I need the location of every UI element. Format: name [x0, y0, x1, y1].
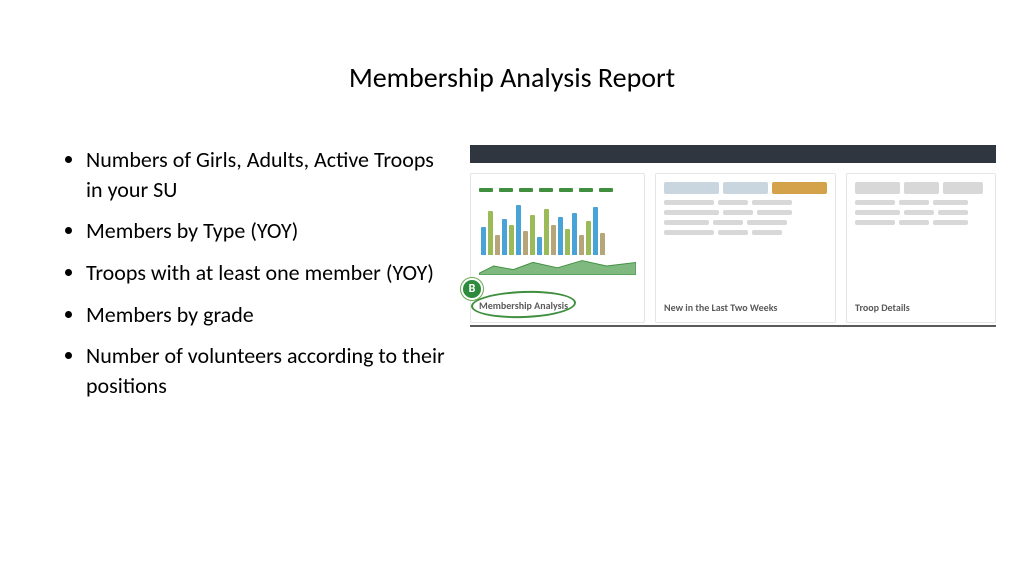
bar: [565, 229, 570, 255]
bar: [481, 227, 486, 255]
dashboard-cards-row: B Membership Anal: [470, 173, 996, 323]
placeholder-cell: [713, 220, 743, 225]
placeholder-cell: [723, 210, 753, 215]
slide-title: Membership Analysis Report: [60, 60, 964, 95]
bar: [537, 237, 542, 255]
card-b-body: [664, 182, 827, 240]
bar: [551, 225, 556, 255]
bullet-item: Number of volunteers according to their …: [86, 341, 450, 400]
legend-dash: [559, 188, 573, 192]
bar: [572, 213, 577, 255]
placeholder-cell: [752, 200, 792, 205]
placeholder-cell: [664, 200, 714, 205]
placeholder-cell: [904, 210, 934, 215]
placeholder-cell: [664, 210, 719, 215]
card-troop-details: Troop Details: [846, 173, 996, 323]
bullet-item: Troops with at least one member (YOY): [86, 258, 450, 288]
bar: [530, 215, 535, 255]
placeholder-row: [664, 200, 827, 205]
placeholder-cell: [747, 220, 787, 225]
bar: [509, 225, 514, 255]
bar-group: [479, 200, 636, 255]
header-cell: [772, 182, 827, 194]
card-b-rows: [664, 200, 827, 235]
card-footer: Troop Details: [855, 301, 987, 316]
card-b-title: New in the Last Two Weeks: [664, 301, 827, 314]
header-cell: [664, 182, 719, 194]
placeholder-cell: [855, 200, 895, 205]
bar: [502, 219, 507, 255]
legend-dash: [579, 188, 593, 192]
mini-bar-chart: [479, 188, 636, 288]
card-a-title-circled: Membership Analysis: [479, 295, 568, 314]
placeholder-row: [855, 210, 987, 215]
dashboard-header-bar: [470, 145, 996, 163]
bar: [558, 217, 563, 255]
card-membership-analysis: B Membership Anal: [470, 173, 645, 323]
placeholder-cell: [899, 200, 929, 205]
legend-dash: [499, 188, 513, 192]
header-cell: [904, 182, 939, 194]
placeholder-cell: [855, 210, 900, 215]
area-sparkline: [479, 257, 636, 275]
legend-dash: [479, 188, 493, 192]
card-c-header-row: [855, 182, 987, 194]
bar: [523, 231, 528, 255]
card-c-title: Troop Details: [855, 301, 987, 314]
bar: [593, 207, 598, 255]
placeholder-row: [855, 220, 987, 225]
placeholder-cell: [718, 230, 748, 235]
header-cell: [723, 182, 768, 194]
bullet-item: Members by Type (YOY): [86, 216, 450, 246]
bar: [586, 221, 591, 255]
legend-dash: [519, 188, 533, 192]
placeholder-cell: [933, 200, 968, 205]
bullet-list: Numbers of Girls, Adults, Active Troops …: [60, 145, 450, 401]
dashboard-screenshot: B Membership Anal: [470, 145, 996, 413]
card-b-header-row: [664, 182, 827, 194]
placeholder-cell: [752, 230, 782, 235]
content-row: Numbers of Girls, Adults, Active Troops …: [60, 145, 964, 413]
card-footer: New in the Last Two Weeks: [664, 301, 827, 316]
bar: [488, 211, 493, 255]
placeholder-cell: [757, 210, 792, 215]
bullet-item: Members by grade: [86, 300, 450, 330]
legend-dash: [539, 188, 553, 192]
placeholder-row: [855, 200, 987, 205]
legend-dashes: [479, 188, 636, 192]
card-a-title: Membership Analysis: [479, 299, 568, 312]
bullet-item: Numbers of Girls, Adults, Active Troops …: [86, 145, 450, 204]
header-cell: [943, 182, 983, 194]
bar: [600, 233, 605, 255]
bar: [495, 235, 500, 255]
card-c-body: [855, 182, 987, 230]
placeholder-row: [664, 210, 827, 215]
card-c-rows: [855, 200, 987, 225]
placeholder-row: [664, 230, 827, 235]
placeholder-cell: [899, 220, 929, 225]
placeholder-cell: [938, 210, 968, 215]
legend-dash: [599, 188, 613, 192]
placeholder-cell: [664, 230, 714, 235]
bar: [516, 205, 521, 255]
slide-container: Membership Analysis Report Numbers of Gi…: [0, 0, 1024, 576]
bar: [579, 235, 584, 255]
callout-badge-b: B: [461, 278, 483, 300]
bullet-list-container: Numbers of Girls, Adults, Active Troops …: [60, 145, 450, 413]
dashboard-wrap: B Membership Anal: [470, 145, 996, 327]
placeholder-cell: [664, 220, 709, 225]
placeholder-cell: [933, 220, 968, 225]
card-new-last-two-weeks: New in the Last Two Weeks: [655, 173, 836, 323]
header-cell: [855, 182, 900, 194]
placeholder-cell: [718, 200, 748, 205]
placeholder-cell: [855, 220, 895, 225]
card-footer: Membership Analysis: [479, 295, 636, 316]
bar: [544, 209, 549, 255]
placeholder-row: [664, 220, 827, 225]
